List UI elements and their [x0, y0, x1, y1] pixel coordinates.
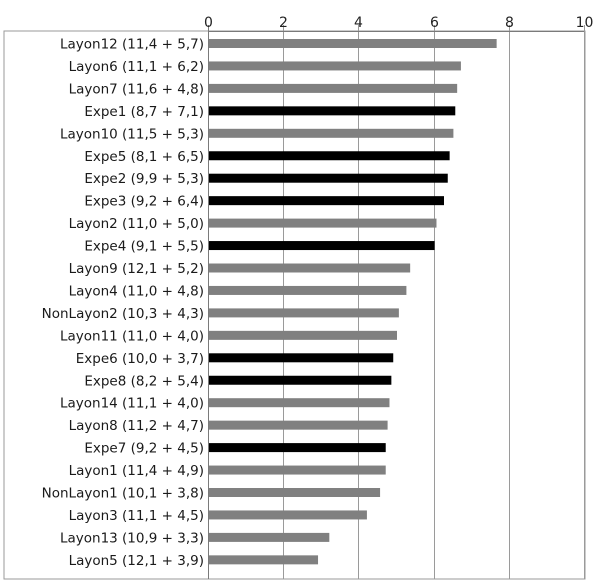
bar-layon1 — [209, 465, 386, 475]
gridlines — [3, 25, 586, 580]
bar-nonlayon1 — [209, 488, 381, 497]
category-label: Expe1 (8,7 + 7,1) — [84, 104, 204, 120]
bars — [209, 39, 497, 565]
bar-layon5 — [209, 555, 319, 565]
x-tick-label: 2 — [279, 15, 288, 31]
category-label: Expe3 (9,2 + 6,4) — [84, 194, 204, 210]
bar-expe2 — [209, 173, 448, 183]
category-label: Layon8 (11,2 + 4,7) — [69, 418, 204, 434]
bar-expe6 — [209, 353, 394, 363]
bar-layon3 — [209, 510, 367, 520]
category-label: Layon7 (11,6 + 4,8) — [69, 81, 204, 97]
bar-layon6 — [209, 61, 461, 71]
x-tick-label: 8 — [505, 15, 514, 31]
bar-expe4 — [209, 241, 435, 251]
bar-layon9 — [209, 263, 411, 273]
bar-expe1 — [209, 106, 456, 116]
bar-layon7 — [209, 83, 458, 93]
bar-nonlayon2 — [209, 308, 399, 318]
bar-expe3 — [209, 196, 444, 206]
bar-layon14 — [209, 398, 390, 408]
x-tick-label: 0 — [204, 15, 213, 31]
category-label: Layon12 (11,4 + 5,7) — [60, 37, 204, 53]
bar-layon12 — [209, 39, 497, 48]
category-label: Layon4 (11,0 + 4,8) — [69, 283, 204, 299]
bar-layon10 — [209, 128, 454, 138]
category-label: Expe6 (10,0 + 3,7) — [76, 351, 204, 367]
category-label: Layon13 (10,9 + 3,3) — [60, 530, 204, 546]
category-label: Layon9 (12,1 + 5,2) — [69, 261, 204, 277]
category-label: Layon2 (11,0 + 5,0) — [69, 216, 204, 232]
bar-layon13 — [209, 532, 330, 542]
category-label: Layon1 (11,4 + 4,9) — [69, 463, 204, 479]
category-label: Layon6 (11,1 + 6,2) — [69, 59, 204, 75]
category-label: Expe7 (9,2 + 4,5) — [84, 441, 204, 457]
category-label: Layon3 (11,1 + 4,5) — [69, 508, 204, 524]
x-axis: 0 2 4 6 8 10 — [204, 15, 593, 32]
category-label: Layon5 (12,1 + 3,9) — [69, 553, 204, 569]
category-label: Expe5 (8,1 + 6,5) — [84, 149, 204, 165]
bar-layon2 — [209, 218, 437, 228]
x-tick-label: 6 — [430, 15, 439, 31]
bar-layon8 — [209, 420, 388, 430]
category-label: Expe8 (8,2 + 5,4) — [84, 373, 204, 389]
category-label: NonLayon1 (10,1 + 3,8) — [42, 486, 204, 502]
bar-expe8 — [209, 375, 392, 385]
bar-layon11 — [209, 330, 397, 340]
bar-expe5 — [209, 151, 450, 161]
x-tick-label: 4 — [354, 15, 363, 31]
category-label: Layon14 (11,1 + 4,0) — [60, 396, 204, 412]
bar-layon4 — [209, 285, 407, 295]
x-tick-label: 10 — [576, 15, 594, 31]
category-labels: Layon12 (11,4 + 5,7) Layon6 (11,1 + 6,2) L… — [42, 37, 204, 569]
category-label: Expe4 (9,1 + 5,5) — [84, 239, 204, 255]
category-label: Layon10 (11,5 + 5,3) — [60, 126, 204, 142]
bar-expe7 — [209, 443, 386, 453]
category-label: Expe2 (9,9 + 5,3) — [84, 171, 204, 187]
category-label: Layon11 (11,0 + 4,0) — [60, 328, 204, 344]
category-label: NonLayon2 (10,3 + 4,3) — [42, 306, 204, 322]
